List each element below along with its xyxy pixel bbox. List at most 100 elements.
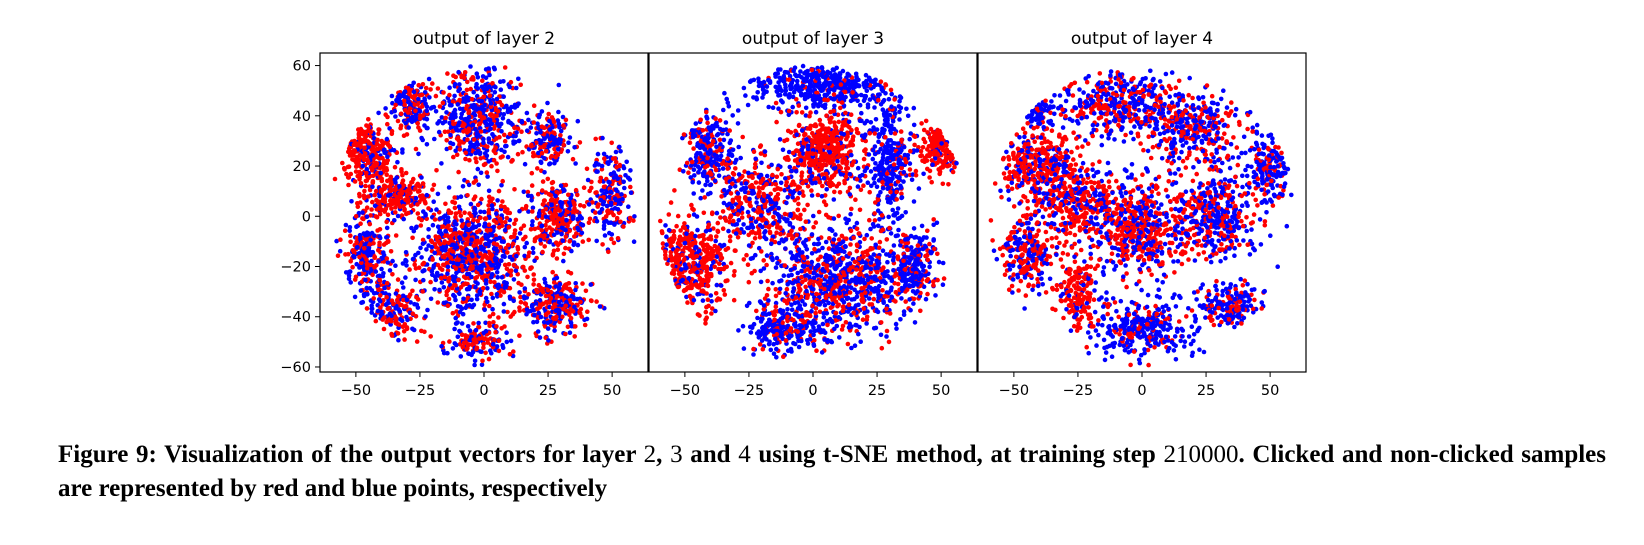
clicked-point <box>531 120 537 125</box>
non-clicked-point <box>822 92 828 98</box>
non-clicked-point <box>473 224 479 230</box>
clicked-point <box>786 108 792 114</box>
non-clicked-point <box>507 294 513 300</box>
non-clicked-point <box>481 262 486 268</box>
non-clicked-point <box>552 160 557 166</box>
non-clicked-point <box>861 80 867 86</box>
clicked-point <box>848 112 854 117</box>
non-clicked-point <box>536 310 542 316</box>
non-clicked-point <box>718 142 723 147</box>
non-clicked-point <box>794 84 799 90</box>
clicked-point <box>628 184 633 190</box>
clicked-point <box>481 94 487 100</box>
clicked-point <box>838 105 843 111</box>
clicked-point <box>402 337 407 342</box>
clicked-point <box>561 123 566 128</box>
clicked-point <box>415 121 421 126</box>
clicked-point <box>468 86 474 92</box>
non-clicked-point <box>422 123 427 128</box>
clicked-point <box>549 115 555 120</box>
clicked-point <box>824 113 829 118</box>
clicked-point <box>553 208 558 214</box>
clicked-point <box>853 197 858 202</box>
clicked-point <box>417 116 423 121</box>
clicked-point <box>378 293 383 298</box>
non-clicked-point <box>550 125 555 130</box>
clicked-point <box>609 236 614 242</box>
clicked-point <box>490 81 495 86</box>
non-clicked-point <box>466 182 472 188</box>
non-clicked-point <box>517 231 523 236</box>
non-clicked-point <box>384 225 390 231</box>
clicked-point <box>487 93 493 98</box>
non-clicked-point <box>698 195 703 201</box>
non-clicked-point <box>467 284 473 290</box>
non-clicked-point <box>821 86 826 91</box>
non-clicked-point <box>612 222 617 227</box>
y-tick-label: −40 <box>280 310 311 326</box>
clicked-point <box>796 103 802 108</box>
clicked-point <box>568 288 574 294</box>
clicked-point <box>517 333 522 339</box>
clicked-point <box>839 100 845 105</box>
clicked-point <box>551 130 557 136</box>
clicked-point <box>435 300 441 305</box>
non-clicked-point <box>593 160 599 166</box>
clicked-point <box>369 207 374 212</box>
clicked-point <box>700 128 706 133</box>
clicked-point <box>529 183 535 188</box>
non-clicked-point <box>355 245 360 250</box>
non-clicked-point <box>485 286 490 291</box>
clicked-point <box>416 82 422 88</box>
clicked-point <box>892 97 897 102</box>
clicked-point <box>568 271 574 276</box>
clicked-point <box>471 217 476 223</box>
clicked-point <box>460 247 466 252</box>
clicked-point <box>823 171 829 177</box>
non-clicked-point <box>389 313 394 319</box>
clicked-point <box>507 351 513 357</box>
clicked-point <box>453 74 459 80</box>
clicked-point <box>389 131 395 137</box>
non-clicked-point <box>425 307 430 313</box>
clicked-point <box>428 334 434 339</box>
clicked-point <box>570 156 576 162</box>
non-clicked-point <box>496 282 501 288</box>
clicked-point <box>850 90 855 95</box>
clicked-point <box>438 275 444 281</box>
clicked-point <box>475 218 481 224</box>
clicked-point <box>358 181 364 186</box>
non-clicked-point <box>365 292 370 297</box>
non-clicked-point <box>390 258 395 264</box>
non-clicked-point <box>594 238 599 244</box>
non-clicked-point <box>475 166 481 172</box>
non-clicked-point <box>426 227 431 232</box>
clicked-point <box>795 141 801 146</box>
non-clicked-point <box>464 94 470 100</box>
non-clicked-point <box>511 141 516 146</box>
clicked-point <box>578 299 583 305</box>
non-clicked-point <box>482 307 488 313</box>
clicked-point <box>477 336 482 341</box>
clicked-point <box>443 201 448 207</box>
clicked-point <box>377 227 383 232</box>
non-clicked-point <box>423 211 428 217</box>
non-clicked-point <box>824 187 829 192</box>
non-clicked-point <box>575 242 581 248</box>
clicked-point <box>565 223 570 229</box>
non-clicked-point <box>495 275 501 280</box>
non-clicked-point <box>730 113 735 118</box>
non-clicked-point <box>850 84 856 90</box>
clicked-point <box>430 257 435 262</box>
clicked-point <box>809 67 815 73</box>
non-clicked-point <box>822 75 828 80</box>
clicked-point <box>388 184 393 190</box>
non-clicked-point <box>738 155 743 161</box>
non-clicked-point <box>556 82 562 88</box>
clicked-point <box>363 237 369 242</box>
non-clicked-point <box>619 192 624 197</box>
clicked-point <box>535 289 540 294</box>
non-clicked-point <box>521 294 527 299</box>
non-clicked-point <box>613 187 619 192</box>
clicked-point <box>549 153 554 159</box>
